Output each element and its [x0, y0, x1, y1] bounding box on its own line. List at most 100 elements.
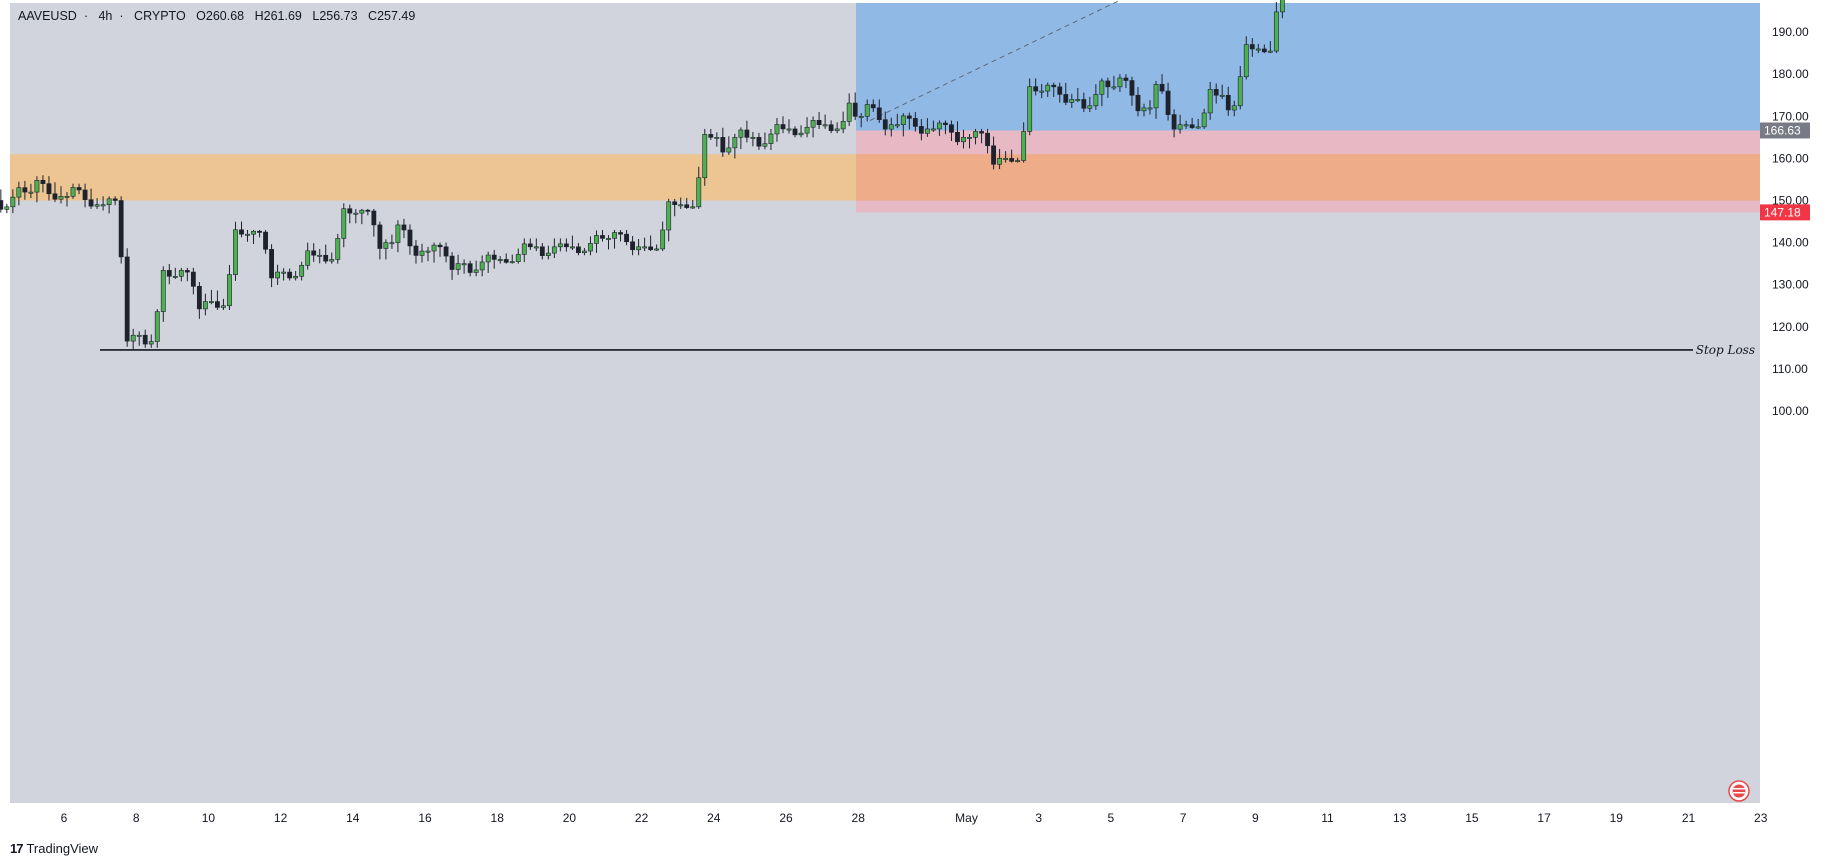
candle[interactable]	[190, 267, 196, 295]
candle[interactable]	[1003, 151, 1009, 163]
candle[interactable]	[515, 248, 521, 264]
candle[interactable]	[1255, 43, 1261, 54]
candle[interactable]	[82, 183, 88, 208]
candle[interactable]	[1207, 81, 1213, 120]
candle[interactable]	[666, 198, 672, 242]
candle[interactable]	[359, 208, 365, 225]
flag-icon[interactable]	[1728, 780, 1750, 802]
candle[interactable]	[58, 186, 64, 204]
candle[interactable]	[594, 230, 599, 253]
candle[interactable]	[34, 176, 40, 203]
candle[interactable]	[1135, 87, 1141, 117]
candle[interactable]	[756, 132, 762, 150]
candle[interactable]	[377, 221, 383, 260]
candle[interactable]	[900, 113, 906, 137]
candle[interactable]	[118, 196, 124, 264]
candle[interactable]	[690, 199, 696, 209]
candle[interactable]	[419, 243, 425, 263]
candle[interactable]	[937, 120, 942, 136]
candle[interactable]	[786, 119, 792, 134]
candle[interactable]	[178, 267, 184, 282]
candle[interactable]	[1153, 80, 1159, 119]
candle[interactable]	[618, 229, 623, 242]
candle[interactable]	[184, 267, 190, 282]
candle[interactable]	[906, 112, 912, 130]
candle[interactable]	[341, 203, 347, 248]
candle[interactable]	[497, 256, 503, 264]
candle[interactable]	[202, 293, 208, 316]
candle[interactable]	[918, 119, 924, 141]
candle[interactable]	[389, 234, 395, 249]
candle[interactable]	[353, 209, 359, 224]
candle[interactable]	[245, 229, 250, 242]
candle[interactable]	[551, 238, 557, 259]
candle[interactable]	[413, 240, 419, 264]
candle[interactable]	[22, 180, 28, 200]
candle[interactable]	[467, 260, 473, 277]
footer-brand[interactable]: 17 TradingView	[10, 841, 98, 856]
candle[interactable]	[696, 166, 702, 209]
candle[interactable]	[1195, 118, 1201, 129]
candle[interactable]	[491, 249, 497, 269]
candle[interactable]	[1201, 108, 1207, 129]
candle[interactable]	[1111, 75, 1117, 91]
candle[interactable]	[269, 244, 274, 288]
candle[interactable]	[1189, 117, 1195, 129]
candle[interactable]	[431, 242, 437, 263]
candle[interactable]	[888, 117, 894, 137]
candle[interactable]	[449, 252, 455, 280]
candle[interactable]	[52, 182, 58, 203]
candle[interactable]	[1237, 65, 1243, 110]
candle[interactable]	[28, 183, 34, 199]
candle[interactable]	[1123, 74, 1129, 89]
candle[interactable]	[630, 236, 635, 256]
candle[interactable]	[570, 235, 575, 251]
candle[interactable]	[810, 116, 816, 138]
candle[interactable]	[816, 112, 822, 130]
candle[interactable]	[40, 175, 46, 193]
candle[interactable]	[1159, 74, 1165, 94]
candle[interactable]	[455, 254, 461, 275]
candle[interactable]	[1015, 157, 1021, 163]
candle[interactable]	[317, 248, 323, 264]
interval[interactable]: 4h	[98, 9, 113, 23]
candle[interactable]	[943, 120, 948, 135]
candle[interactable]	[624, 229, 629, 246]
candle[interactable]	[142, 329, 148, 348]
candle[interactable]	[997, 148, 1002, 170]
candle[interactable]	[112, 196, 118, 206]
candle[interactable]	[726, 136, 732, 155]
candle[interactable]	[949, 120, 954, 142]
candle[interactable]	[1231, 100, 1237, 117]
candle[interactable]	[768, 128, 774, 150]
candle[interactable]	[1075, 87, 1081, 103]
candle[interactable]	[720, 127, 726, 157]
candle[interactable]	[654, 244, 660, 252]
candle[interactable]	[648, 235, 654, 252]
candle[interactable]	[539, 242, 545, 260]
candle[interactable]	[985, 128, 990, 154]
candle[interactable]	[732, 133, 738, 159]
candle[interactable]	[479, 255, 485, 277]
candle[interactable]	[509, 254, 515, 264]
candle[interactable]	[822, 114, 828, 129]
candle[interactable]	[882, 111, 888, 136]
candle[interactable]	[287, 268, 293, 281]
candle[interactable]	[834, 122, 840, 134]
candle[interactable]	[94, 198, 100, 209]
candle[interactable]	[708, 128, 714, 140]
candle[interactable]	[967, 134, 972, 149]
candle[interactable]	[172, 267, 178, 279]
candle[interactable]	[973, 128, 978, 145]
candle[interactable]	[1099, 78, 1105, 107]
candle[interactable]	[293, 270, 299, 281]
candle[interactable]	[738, 127, 744, 150]
candle[interactable]	[780, 116, 786, 134]
symbol-name[interactable]: AAVEUSD	[18, 9, 77, 23]
candle[interactable]	[750, 131, 756, 147]
candle[interactable]	[1165, 82, 1171, 121]
candle[interactable]	[774, 117, 780, 142]
candle[interactable]	[323, 244, 329, 264]
candle[interactable]	[365, 208, 371, 216]
candle[interactable]	[840, 111, 846, 134]
